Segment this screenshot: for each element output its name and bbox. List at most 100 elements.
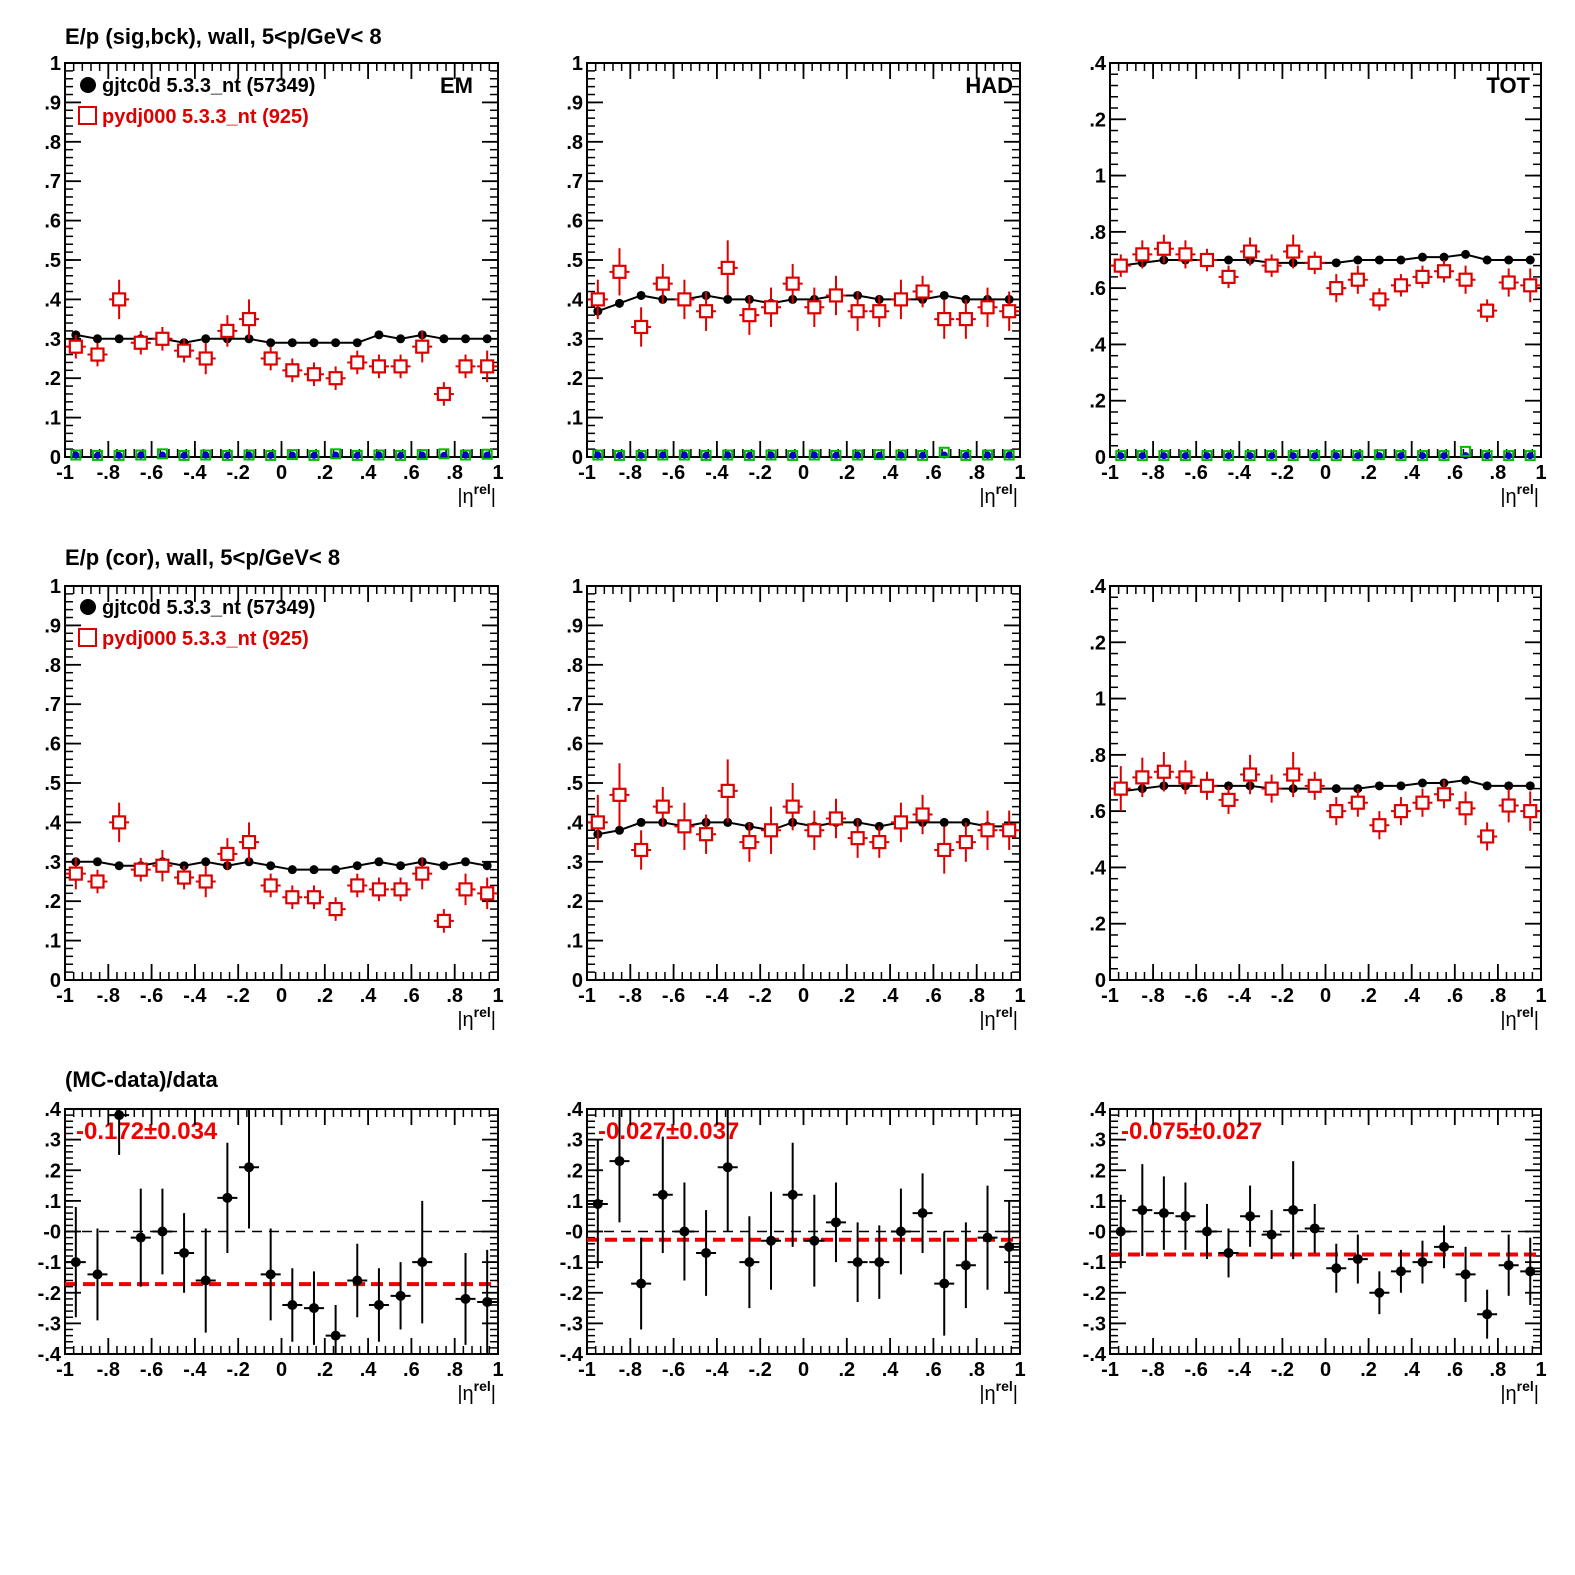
ratio-point bbox=[982, 1232, 993, 1243]
legend-data-label: gjtc0d 5.3.3_nt (57349) bbox=[102, 597, 315, 619]
bkg-blue-point bbox=[1181, 452, 1189, 460]
ratio-point bbox=[1180, 1211, 1191, 1222]
x-tick-label: -1 bbox=[56, 462, 74, 484]
y-tick-label: 1 bbox=[572, 53, 583, 75]
x-tick-label: -.8 bbox=[1141, 1359, 1164, 1381]
x-tick-label: .8 bbox=[968, 985, 985, 1007]
bkg-green-point bbox=[635, 449, 647, 461]
bkg-green-point bbox=[1136, 450, 1148, 462]
ratio-point bbox=[744, 1257, 755, 1268]
bkg-green-point bbox=[373, 449, 385, 461]
bkg-green-point bbox=[917, 449, 929, 461]
panel-row2-em: 0 .1 .2 .3 .4 .5 .6 .7 .8 .9 1 -1 -.8 -.6 -.4 -.2 0 .2 .4.… bbox=[44, 576, 503, 1031]
y-tick-label: 1 bbox=[50, 53, 61, 75]
fit-value-had: -0.027±0.037 bbox=[598, 1118, 739, 1145]
ratio-point bbox=[308, 1303, 319, 1314]
ratio-point bbox=[482, 1296, 493, 1307]
x-tick-label: -.6 bbox=[140, 462, 163, 484]
x-tick-label: .4 bbox=[1403, 985, 1421, 1007]
bkg-green-point bbox=[678, 449, 690, 461]
mc-point bbox=[198, 351, 213, 366]
bkg-blue-point bbox=[1246, 452, 1254, 460]
y-tick-label: .3 bbox=[44, 852, 61, 874]
data-point bbox=[1482, 255, 1492, 265]
bkg-blue-point bbox=[1138, 452, 1146, 460]
bkg-blue-point bbox=[637, 451, 645, 459]
x-tick-label: -1 bbox=[56, 1359, 74, 1381]
panel-row1-tot: 0.2.4.6.81.2.4-1 -.8 -.6 -.4 -.2 0.2.4.6.8 1|η… bbox=[1089, 53, 1546, 508]
fit-value-em: -0.172±0.034 bbox=[76, 1118, 218, 1145]
data-point bbox=[636, 817, 646, 827]
ratio-point bbox=[1525, 1266, 1536, 1277]
x-tick-label: -.8 bbox=[1141, 462, 1164, 484]
x-tick-label: -1 bbox=[578, 462, 596, 484]
x-tick-label: .4 bbox=[882, 1359, 900, 1381]
ratio-point bbox=[1374, 1287, 1385, 1298]
ratio-point bbox=[1266, 1229, 1277, 1240]
panel-row3-had: -.4 -.3 -.2 -.1 -0 .1 .2 .3 .4 -1 -.8 -.6 -.4 -.2 0 .2.… bbox=[560, 1099, 1026, 1405]
x-tick-label: -.8 bbox=[619, 462, 642, 484]
mc-point bbox=[176, 343, 192, 358]
x-axis-label: |ηrel| bbox=[979, 1004, 1018, 1031]
row1-title: E/p (sig,bck), wall, 5<p/GeV< 8 bbox=[65, 24, 382, 49]
y-tick-label: .2 bbox=[566, 368, 583, 390]
y-tick-label: .8 bbox=[44, 132, 61, 154]
mc-point bbox=[90, 347, 105, 362]
bkg-green-point bbox=[351, 449, 363, 461]
data-point bbox=[1374, 255, 1384, 265]
x-tick-label: .6 bbox=[925, 462, 942, 484]
ratio-point bbox=[1245, 1211, 1256, 1222]
ratio-point bbox=[636, 1278, 647, 1289]
mc-point bbox=[893, 292, 909, 307]
x-tick-label: -.4 bbox=[705, 462, 729, 484]
data-point bbox=[92, 857, 102, 867]
bkg-green-point bbox=[700, 449, 712, 461]
mc-point bbox=[850, 304, 865, 319]
y-tick-label: .4 bbox=[566, 289, 584, 311]
x-tick-label: -.4 bbox=[183, 985, 207, 1007]
bkg-blue-point bbox=[375, 451, 383, 459]
bkg-green-point bbox=[830, 449, 842, 461]
y-tick-label: -.2 bbox=[560, 1283, 583, 1305]
data-point bbox=[287, 865, 297, 875]
ratio-point bbox=[1004, 1241, 1015, 1252]
bkg-green-point bbox=[1416, 450, 1428, 462]
y-tick-label: .6 bbox=[1089, 801, 1106, 823]
mc-point bbox=[1113, 258, 1128, 273]
x-axis-label: |ηrel| bbox=[979, 1378, 1018, 1405]
bkg-green-point bbox=[1438, 450, 1450, 462]
mc-point bbox=[133, 862, 148, 877]
bkg-green-point bbox=[200, 449, 212, 461]
bkg-blue-point bbox=[245, 451, 253, 459]
ratio-point bbox=[1482, 1309, 1493, 1320]
bkg-green-point bbox=[1244, 450, 1256, 462]
panel-row3-em: -.4 -.3 -.2 -.1 -0 .1 .2 .3 .4 -1 -.8 -.6 -.4 -.2 0 .2.… bbox=[38, 1099, 504, 1405]
x-axis-label: |ηrel| bbox=[1500, 1004, 1539, 1031]
x-tick-label: 1 bbox=[1535, 462, 1546, 484]
mc-point bbox=[263, 351, 278, 366]
x-tick-label: -.2 bbox=[227, 462, 250, 484]
x-tick-label: .4 bbox=[360, 462, 378, 484]
bkg-green-point bbox=[1309, 450, 1321, 462]
bkg-blue-point bbox=[353, 451, 361, 459]
y-tick-label: .4 bbox=[566, 1099, 584, 1121]
x-tick-label: 1 bbox=[1014, 1359, 1025, 1381]
data-point bbox=[1374, 781, 1384, 791]
data-point bbox=[201, 857, 211, 867]
bkg-blue-point bbox=[702, 451, 710, 459]
data-point bbox=[287, 338, 297, 348]
bkg-blue-point bbox=[158, 451, 166, 459]
y-tick-label: .3 bbox=[566, 329, 583, 351]
y-tick-label: .9 bbox=[44, 615, 61, 637]
ratio-point bbox=[352, 1275, 363, 1286]
mc-point bbox=[1458, 801, 1473, 816]
bkg-blue-point bbox=[1268, 452, 1276, 460]
bkg-blue-point bbox=[137, 451, 145, 459]
y-tick-label: -.3 bbox=[1083, 1313, 1106, 1335]
ratio-point bbox=[787, 1189, 798, 1200]
mc-point bbox=[634, 842, 649, 858]
data-point bbox=[396, 334, 406, 344]
data-point bbox=[1417, 778, 1427, 788]
bkg-blue-point bbox=[1117, 452, 1125, 460]
ratio-point bbox=[722, 1162, 733, 1173]
